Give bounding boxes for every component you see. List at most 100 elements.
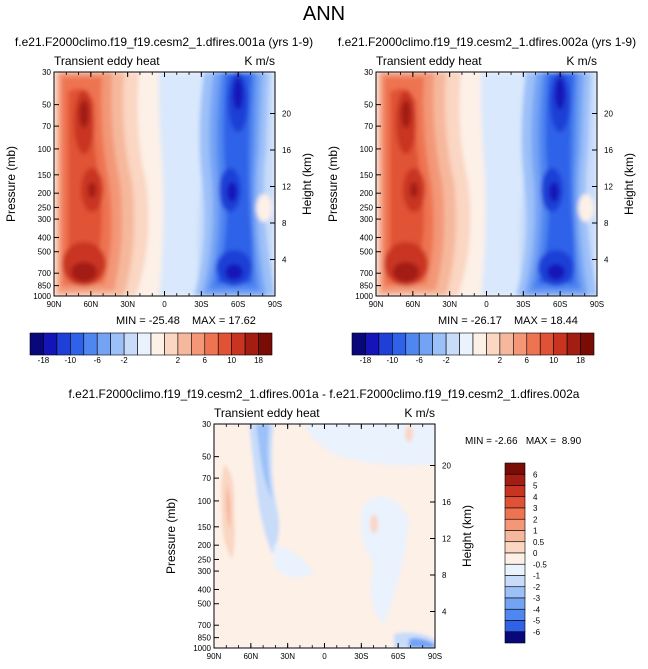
y-axis-label: Pressure (mb) (326, 146, 340, 222)
y-axis-label: Pressure (mb) (4, 146, 18, 222)
y-tick-label-right: 8 (282, 219, 287, 228)
colorbar-label: 2 (176, 356, 181, 365)
y-axis-label-right: Height (km) (460, 505, 474, 567)
y-tick-label-right: 16 (282, 146, 291, 155)
panel-001a: f.e21.F2000climo.f19_f19.cesm2_1.dfires.… (4, 35, 314, 365)
colorbar: -18 -10 -6 -2 2 6 10 18 (351, 332, 595, 365)
colorbar-swatch (405, 332, 420, 356)
colorbar-label: 0.5 (533, 538, 545, 547)
y-tick-label: 30 (202, 420, 211, 429)
x-tick-label: 30S (354, 652, 368, 661)
colorbar-swatch (418, 332, 433, 356)
panel-title: f.e21.F2000climo.f19_f19.cesm2_1.dfires.… (15, 35, 313, 49)
colorbar-swatch (445, 332, 460, 356)
x-tick-label: 90N (369, 300, 384, 309)
y-tick-label: 200 (360, 189, 374, 198)
y-tick-label: 50 (202, 453, 211, 462)
colorbar-label: -2 (121, 356, 129, 365)
y-tick-label: 400 (198, 585, 212, 594)
colorbar-label: 3 (533, 504, 538, 513)
y-axis-label-right: Height (km) (300, 153, 314, 215)
y-tick-label: 1000 (193, 644, 211, 653)
x-tick-label: 0 (162, 300, 167, 309)
colorbar-label: 10 (227, 356, 236, 365)
colorbar-swatch (504, 563, 526, 576)
colorbar-swatch (504, 552, 526, 565)
y-tick-label: 50 (364, 101, 373, 110)
colorbar-swatch (365, 332, 380, 356)
x-tick-label: 90S (428, 652, 442, 661)
colorbar-swatch (137, 332, 152, 356)
y-tick-label-right: 12 (282, 182, 291, 191)
x-tick-label: 90N (207, 652, 222, 661)
y-tick-label: 150 (360, 171, 374, 180)
colorbar-label: 6 (533, 470, 538, 479)
colorbar-label: -18 (38, 356, 50, 365)
y-tick-label: 150 (38, 171, 52, 180)
colorbar-swatch (231, 332, 246, 356)
panel-difference: f.e21.F2000climo.f19_f19.cesm2_1.dfires.… (69, 387, 582, 661)
colorbar-swatch (504, 496, 526, 509)
y-tick-label: 30 (364, 68, 373, 77)
left-string: Transient eddy heat (54, 54, 160, 68)
x-tick-label: 60N (243, 652, 258, 661)
y-axis-label-right: Height (km) (622, 153, 636, 215)
max-label: MAX = 17.62 (192, 315, 256, 327)
colorbar-label: 0 (533, 549, 538, 558)
colorbar-label: -5 (533, 617, 541, 626)
page-title: ANN (303, 3, 345, 25)
y-tick-label: 200 (38, 189, 52, 198)
colorbar-swatch (244, 332, 259, 356)
colorbar-swatch (43, 332, 58, 356)
colorbar-label: 5 (533, 482, 538, 491)
colorbar-swatch (513, 332, 528, 356)
colorbar-swatch (504, 530, 526, 543)
y-tick-label-right: 20 (282, 109, 291, 118)
colorbar: 6 5 4 3 2 1 0.5 0 -0.5 -1 -2 -3 -4 -5 -6 (504, 462, 547, 644)
y-tick-label: 500 (198, 600, 212, 609)
colorbar-swatch (486, 332, 501, 356)
colorbar-swatch (177, 332, 192, 356)
y-tick-label-right: 4 (282, 255, 287, 264)
y-tick-label: 700 (38, 269, 52, 278)
colorbar-swatch (504, 620, 526, 633)
colorbar-label: 1 (533, 527, 538, 536)
left-string: Transient eddy heat (376, 54, 482, 68)
x-tick-label: 60S (231, 300, 245, 309)
y-tick-label: 70 (42, 122, 51, 131)
y-tick-label: 250 (38, 203, 52, 212)
colorbar-swatch (580, 332, 595, 356)
colorbar-label: 2 (498, 356, 503, 365)
colorbar-label: -2 (533, 583, 541, 592)
y-tick-label-right: 12 (604, 182, 613, 191)
colorbar-swatch (459, 332, 474, 356)
colorbar-label: -1 (533, 572, 541, 581)
colorbar-swatch (526, 332, 541, 356)
colorbar-label: 2 (533, 515, 538, 524)
y-tick-label-right: 8 (442, 571, 447, 580)
right-string: K m/s (244, 54, 275, 68)
colorbar-swatch (258, 332, 273, 356)
colorbar-swatch (432, 332, 447, 356)
x-tick-label: 60S (553, 300, 567, 309)
x-tick-label: 90S (268, 300, 282, 309)
colorbar-swatch (499, 332, 514, 356)
colorbar-swatch (553, 332, 568, 356)
colorbar-label: 6 (203, 356, 208, 365)
colorbar-swatch (96, 332, 111, 356)
y-tick-label-right: 4 (442, 607, 447, 616)
colorbar-label: -6 (533, 628, 541, 637)
colorbar-label: -18 (360, 356, 372, 365)
y-tick-label: 300 (360, 215, 374, 224)
colorbar-swatch (504, 597, 526, 610)
y-tick-label-right: 20 (604, 109, 613, 118)
colorbar-label: 18 (254, 356, 263, 365)
colorbar-swatch (392, 332, 407, 356)
y-tick-label: 300 (198, 567, 212, 576)
y-tick-label: 150 (198, 523, 212, 532)
y-tick-label-right: 12 (442, 534, 451, 543)
colorbar-swatch (504, 473, 526, 486)
panel-title: f.e21.F2000climo.f19_f19.cesm2_1.dfires.… (69, 387, 580, 401)
colorbar-label: -2 (443, 356, 451, 365)
